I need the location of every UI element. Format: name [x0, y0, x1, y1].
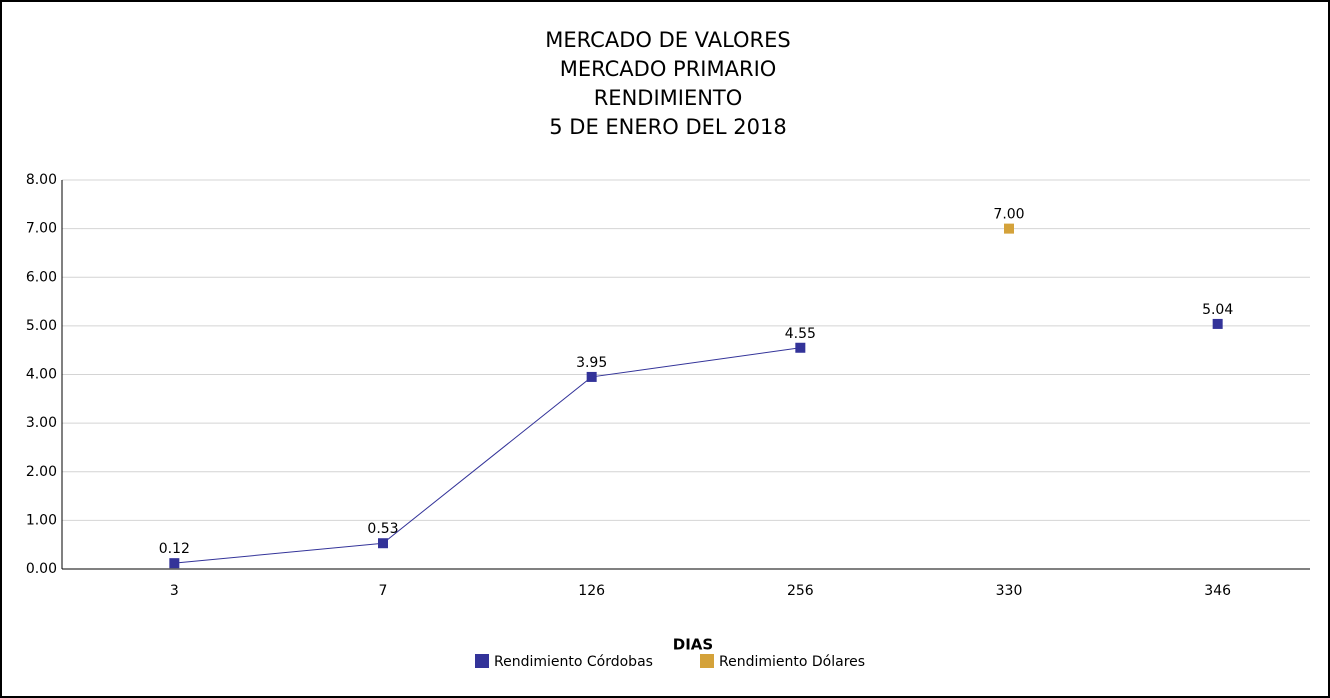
point [795, 342, 806, 353]
data-label: 4.55 [785, 326, 816, 342]
chart-title: RENDIMIENTO [594, 86, 743, 110]
y-tick-label: 7.00 [26, 221, 57, 237]
x-tick-label: 7 [379, 583, 388, 599]
x-axis-label: DIAS [673, 636, 713, 654]
legend-swatch [700, 654, 714, 668]
point [1004, 223, 1014, 234]
y-tick-label: 5.00 [26, 318, 57, 334]
legend-label: Rendimiento Dólares [719, 654, 865, 670]
chart-title: MERCADO PRIMARIO [560, 57, 777, 81]
data-label: 0.53 [367, 521, 398, 537]
y-tick-label: 6.00 [26, 269, 57, 285]
data-label: 7.00 [993, 207, 1024, 223]
y-tick-label: 2.00 [26, 464, 57, 480]
data-label: 3.95 [576, 355, 607, 371]
point [1212, 318, 1223, 329]
legend-label: Rendimiento Córdobas [494, 654, 653, 670]
legend-swatch [475, 654, 489, 668]
point [169, 558, 180, 569]
x-tick-label: 3 [170, 583, 179, 599]
x-tick-label: 256 [787, 583, 814, 599]
x-tick-label: 346 [1204, 583, 1231, 599]
point [586, 371, 597, 382]
chart-title: 5 DE ENERO DEL 2018 [549, 115, 786, 139]
y-tick-label: 0.00 [26, 561, 57, 577]
y-tick-label: 3.00 [26, 415, 57, 431]
chart-title: MERCADO DE VALORES [545, 28, 791, 52]
y-tick-label: 4.00 [26, 367, 57, 383]
y-tick-label: 8.00 [26, 172, 57, 188]
point [378, 538, 388, 549]
data-label: 5.04 [1202, 302, 1233, 318]
x-tick-label: 126 [578, 583, 605, 599]
y-tick-label: 1.00 [26, 512, 57, 528]
data-label: 0.12 [159, 541, 190, 557]
x-tick-label: 330 [996, 583, 1023, 599]
